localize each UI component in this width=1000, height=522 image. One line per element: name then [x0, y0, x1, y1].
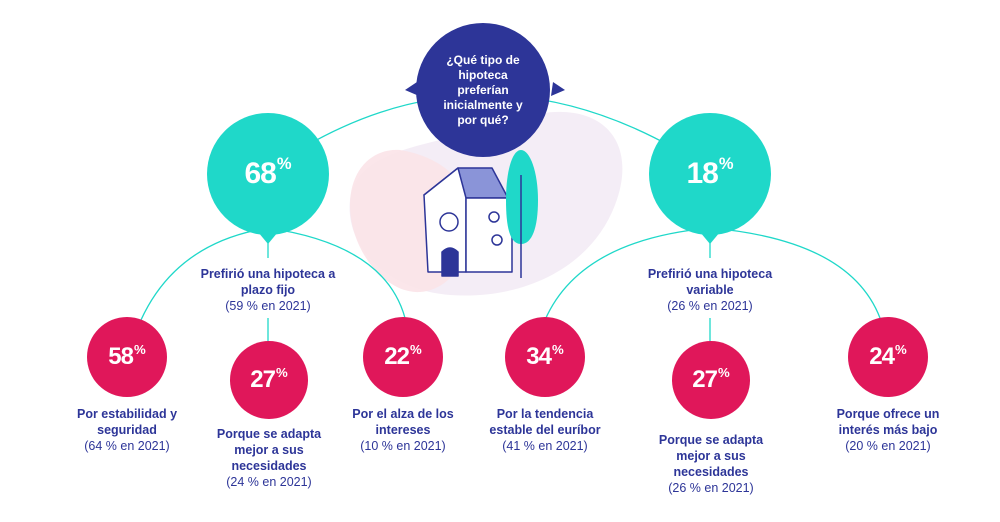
reason-label-stability: Por estabilidad y seguridad (64 % en 202…	[62, 406, 192, 454]
reason-label-text: Por el alza de los intereses	[352, 407, 454, 437]
reason-label-lower-interest: Porque ofrece un interés más bajo (20 % …	[823, 406, 953, 454]
variable-rate-label-text: Prefirió una hipoteca variable	[647, 267, 773, 297]
reason-label-euribor: Por la tendencia estable del euríbor (41…	[480, 406, 610, 454]
variable-rate-label-sub: (26 % en 2021)	[667, 299, 753, 313]
reason-value: 58	[108, 343, 134, 370]
reason-label-variable-needs: Porque se adapta mejor a sus necesidades…	[642, 432, 780, 496]
reason-unit: %	[551, 342, 564, 358]
fixed-pointer	[258, 232, 278, 244]
tree-illustration	[506, 150, 538, 278]
fixed-rate-label-text: Prefirió una hipoteca a plazo fijo	[200, 267, 336, 297]
reason-value: 22	[384, 343, 410, 370]
reason-circle-lower-interest: 24%	[848, 317, 928, 397]
reason-unit: %	[409, 342, 422, 358]
reason-label-sub: (41 % en 2021)	[502, 439, 588, 453]
question-bubble-pointers	[405, 82, 565, 96]
reason-label-sub: (26 % en 2021)	[668, 481, 754, 495]
reason-unit: %	[275, 365, 288, 381]
variable-rate-value: 18	[686, 157, 718, 190]
fixed-rate-label: Prefirió una hipoteca a plazo fijo (59 %…	[183, 266, 353, 314]
reason-label-sub: (24 % en 2021)	[226, 475, 312, 489]
reason-label-text: Por la tendencia estable del euríbor	[489, 407, 601, 437]
variable-pointer	[700, 232, 720, 244]
reason-label-text: Por estabilidad y seguridad	[76, 407, 178, 437]
reason-label-text: Porque ofrece un interés más bajo	[836, 407, 940, 437]
reason-circle-fixed-needs: 27%	[230, 341, 308, 419]
reason-label-sub: (20 % en 2021)	[845, 439, 931, 453]
reason-label-interest-rise: Por el alza de los intereses (10 % en 20…	[338, 406, 468, 454]
reason-unit: %	[133, 342, 146, 358]
reason-label-text: Porque se adapta mejor a sus necesidades	[216, 427, 322, 473]
reason-circle-variable-needs: 27%	[672, 341, 750, 419]
question-bubble: ¿Qué tipo de hipoteca preferían inicialm…	[416, 23, 550, 157]
reason-label-sub: (64 % en 2021)	[84, 439, 170, 453]
fixed-rate-label-sub: (59 % en 2021)	[225, 299, 311, 313]
reason-value: 24	[869, 343, 895, 370]
reason-value: 27	[250, 366, 276, 393]
reason-circle-stability: 58%	[87, 317, 167, 397]
reason-value: 27	[692, 366, 718, 393]
variable-rate-unit: %	[718, 155, 734, 174]
reason-label-sub: (10 % en 2021)	[360, 439, 446, 453]
reason-label-text: Porque se adapta mejor a sus necesidades	[658, 433, 764, 479]
question-text: ¿Qué tipo de hipoteca preferían inicialm…	[443, 52, 523, 127]
reason-unit: %	[717, 365, 730, 381]
reason-value: 34	[526, 343, 552, 370]
fixed-rate-circle: 68%	[207, 113, 329, 235]
reason-circle-interest-rise: 22%	[363, 317, 443, 397]
reason-unit: %	[894, 342, 907, 358]
reason-circle-euribor: 34%	[505, 317, 585, 397]
variable-rate-circle: 18%	[649, 113, 771, 235]
variable-rate-label: Prefirió una hipoteca variable (26 % en …	[625, 266, 795, 314]
house-illustration	[423, 167, 513, 277]
fixed-rate-value: 68	[244, 157, 276, 190]
reason-label-fixed-needs: Porque se adapta mejor a sus necesidades…	[204, 426, 334, 490]
fixed-rate-unit: %	[276, 155, 292, 174]
